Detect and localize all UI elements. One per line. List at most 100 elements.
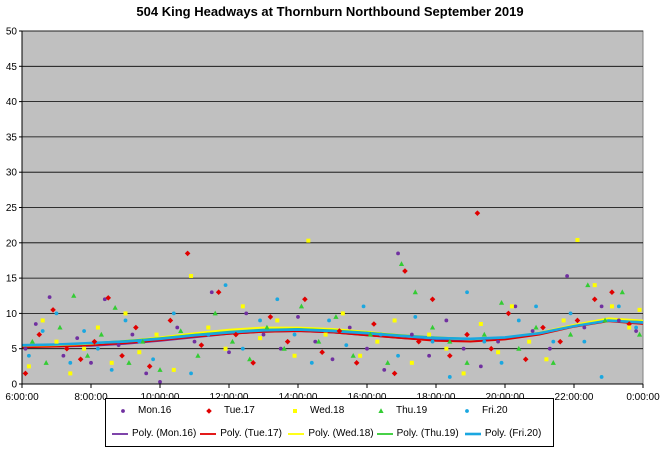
data-point-mon-16 xyxy=(227,350,231,355)
data-point-tue-17 xyxy=(464,331,470,338)
x-tick-label: 14:00:00 xyxy=(279,392,318,400)
data-point-fri-20 xyxy=(258,318,262,323)
data-point-tue-17 xyxy=(146,363,153,370)
data-point-wed-18 xyxy=(292,353,297,358)
gridlines xyxy=(22,30,643,385)
data-point-wed-18 xyxy=(154,332,159,337)
data-point-wed-18 xyxy=(340,311,345,316)
data-point-tue-17 xyxy=(429,296,436,303)
data-point-mon-16 xyxy=(427,353,431,358)
data-point-fri-20 xyxy=(68,360,73,365)
data-point-mon-16 xyxy=(396,251,400,256)
data-point-wed-18 xyxy=(306,238,311,243)
data-point-wed-18 xyxy=(592,283,597,288)
data-point-fri-20 xyxy=(309,360,314,365)
data-point-wed-18 xyxy=(627,325,632,330)
x-tick-label: 6:00:00 xyxy=(5,392,39,400)
data-point-fri-20 xyxy=(396,353,400,358)
data-point-mon-16 xyxy=(144,371,149,376)
legend-label: Wed.18 xyxy=(310,405,345,416)
data-point-thu-19 xyxy=(498,300,505,305)
legend-marker-icon xyxy=(293,408,297,413)
data-point-fri-20 xyxy=(447,375,452,379)
trendlines xyxy=(21,317,644,349)
legend-marker xyxy=(206,407,212,414)
data-point-thu-19 xyxy=(178,328,184,334)
data-point-fri-20 xyxy=(240,346,245,351)
data-point-mon-16 xyxy=(634,329,638,333)
data-point-thu-19 xyxy=(29,338,35,344)
data-point-tue-17 xyxy=(626,321,632,327)
legend-item: Poly. (Tue.17) xyxy=(200,428,288,439)
data-point-fri-20 xyxy=(582,339,587,344)
data-point-mon-16 xyxy=(158,379,162,384)
data-point-thu-19 xyxy=(126,360,132,365)
legend-row-trends: Poly. (Mon.16) Poly. (Tue.17) Poly. (Wed.1… xyxy=(106,422,553,445)
data-point-tue-17 xyxy=(302,296,308,303)
x-tick-label: 10:00:00 xyxy=(141,392,180,400)
data-point-tue-17 xyxy=(64,345,70,352)
y-tick-label: 0 xyxy=(11,380,17,391)
data-point-mon-16 xyxy=(582,325,587,330)
legend-label: Poly. (Fri.20) xyxy=(484,428,542,439)
data-point-mon-16 xyxy=(75,336,80,341)
data-point-thu-19 xyxy=(429,324,436,330)
data-point-fri-20 xyxy=(568,311,573,316)
data-point-mon-16 xyxy=(296,315,300,319)
data-point-fri-20 xyxy=(223,283,228,288)
data-point-mon-16 xyxy=(116,343,121,348)
data-point-thu-19 xyxy=(333,314,339,319)
data-point-wed-18 xyxy=(496,350,501,355)
legend-marker xyxy=(121,408,125,413)
legend-marker-icon xyxy=(378,407,384,413)
data-point-thu-19 xyxy=(567,331,574,337)
data-point-thu-19 xyxy=(112,304,118,310)
data-point-wed-18 xyxy=(26,364,31,369)
data-point-mon-16 xyxy=(278,346,283,351)
data-point-tue-17 xyxy=(184,250,191,257)
data-point-wed-18 xyxy=(323,332,328,337)
data-point-fri-20 xyxy=(361,304,366,309)
data-point-wed-18 xyxy=(358,353,363,358)
legend-marker xyxy=(293,408,297,413)
data-point-thu-19 xyxy=(636,331,643,337)
legend-label: Poly. (Mon.16) xyxy=(132,428,197,439)
data-point-tue-17 xyxy=(574,317,581,324)
legend-item: Wed.18 xyxy=(284,405,370,416)
data-point-wed-18 xyxy=(123,311,128,316)
data-point-tue-17 xyxy=(267,314,274,320)
legend-item: Poly. (Mon.16) xyxy=(112,428,200,439)
data-point-tue-17 xyxy=(105,295,112,301)
legend-item: Poly. (Thu.19) xyxy=(376,428,465,439)
data-points xyxy=(22,210,643,384)
data-point-wed-18 xyxy=(575,237,580,242)
data-point-fri-20 xyxy=(327,318,331,323)
y-tick-label: 15 xyxy=(6,274,18,285)
trendline-tue-17 xyxy=(21,320,644,349)
legend-line-icon xyxy=(288,432,305,435)
data-point-tue-17 xyxy=(250,360,256,366)
data-point-thu-19 xyxy=(619,289,625,295)
data-point-wed-18 xyxy=(206,325,211,330)
data-point-mon-16 xyxy=(313,339,318,344)
trendline-fri-20 xyxy=(21,319,644,347)
data-point-wed-18 xyxy=(375,339,380,344)
legend-item: Thu.19 xyxy=(370,405,456,416)
data-point-tue-17 xyxy=(167,317,174,324)
data-point-thu-19 xyxy=(412,289,418,295)
chart-title: 504 King Headways at Thornburn Northboun… xyxy=(136,4,524,19)
data-point-tue-17 xyxy=(609,289,615,296)
data-point-thu-19 xyxy=(281,345,287,351)
data-point-mon-16 xyxy=(444,318,449,323)
data-point-wed-18 xyxy=(171,367,176,372)
data-point-wed-18 xyxy=(40,318,45,323)
data-point-mon-16 xyxy=(47,295,52,300)
data-point-fri-20 xyxy=(499,360,504,365)
data-point-tue-17 xyxy=(133,324,139,331)
legend-label: Mon.16 xyxy=(138,405,172,416)
data-point-mon-16 xyxy=(23,346,28,351)
data-point-wed-18 xyxy=(137,350,142,355)
data-point-tue-17 xyxy=(284,338,291,345)
data-point-mon-16 xyxy=(244,311,249,316)
data-point-tue-17 xyxy=(391,370,398,377)
